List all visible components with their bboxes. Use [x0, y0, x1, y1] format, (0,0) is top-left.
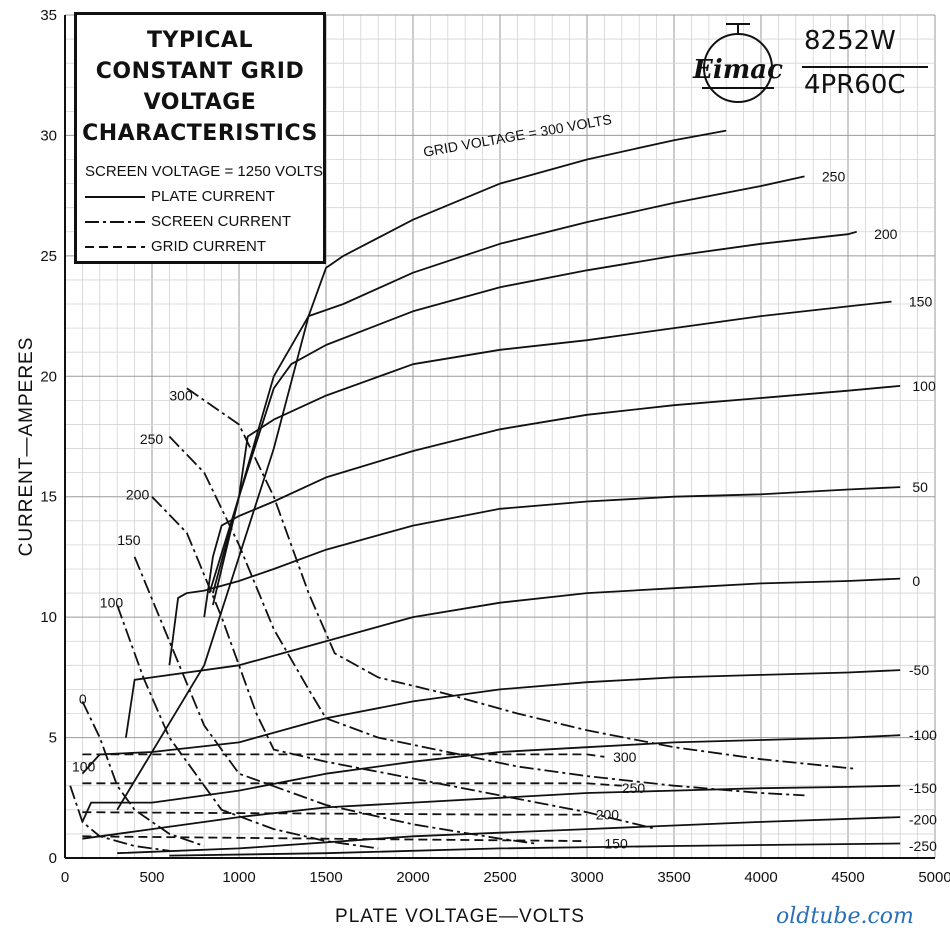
logo-text: Eimac [692, 55, 783, 85]
curve-label: -200 [909, 811, 937, 827]
screen-current-line-250 [168, 435, 805, 797]
curve-label: 200 [874, 226, 898, 242]
curve-label: 250 [140, 431, 164, 447]
curve-label: 150 [117, 532, 141, 548]
dash-dot-line-swatch [85, 220, 145, 223]
plate-current-line-200 [212, 230, 857, 594]
legend-item-plate: PLATE CURRENT [85, 188, 323, 205]
y-tick-label: 35 [40, 7, 57, 24]
x-tick-label: 4500 [831, 869, 864, 886]
dashed-line-swatch [85, 245, 145, 248]
plate-current-line-neg50 [81, 669, 901, 775]
legend-box: TYPICAL CONSTANT GRID VOLTAGE CHARACTERI… [74, 12, 326, 264]
watermark: oldtube.com [776, 904, 914, 929]
grid-current-line-200 [82, 811, 587, 816]
x-tick-label: 2500 [483, 869, 516, 886]
legend-item-grid: GRID CURRENT [85, 238, 323, 255]
curve-label: 150 [604, 836, 628, 852]
tube-type-4pr60c: 4PR60C [804, 70, 906, 100]
x-tick-label: 1000 [222, 869, 255, 886]
x-tick-label: 3500 [657, 869, 690, 886]
y-tick-label: 30 [40, 127, 57, 144]
curve-label: -150 [909, 780, 937, 796]
solid-line-swatch [85, 195, 145, 198]
plate-current-line-300 [116, 129, 727, 811]
plate-current-line-0 [125, 577, 901, 738]
curve-label: 200 [126, 486, 150, 502]
grid-current-line-300 [82, 753, 605, 758]
curve-label: 100 [72, 758, 96, 774]
screen-current-line-300 [186, 387, 857, 770]
x-axis-title: PLATE VOLTAGE—VOLTS [335, 906, 585, 927]
curve-label: 200 [596, 807, 620, 823]
plate-current-line-50 [168, 486, 901, 666]
x-tick-label: 500 [139, 869, 164, 886]
x-tick-label: 1500 [309, 869, 342, 886]
legend-label-screen: SCREEN CURRENT [151, 213, 292, 230]
curve-label: -50 [909, 662, 929, 678]
screen-current-line-100 [116, 604, 379, 850]
curve-label: 150 [909, 294, 933, 310]
x-tick-label: 0 [61, 869, 69, 886]
grid-current-line-250 [82, 782, 622, 787]
curve-label: -250 [909, 838, 937, 854]
y-tick-label: 5 [49, 730, 57, 747]
curve-label: 100 [100, 595, 124, 611]
tube-type-divider [802, 66, 928, 68]
curve-label: 50 [912, 479, 928, 495]
eimac-logo: Eimac [692, 23, 783, 103]
x-tick-label: 2000 [396, 869, 429, 886]
tube-type-8252w: 8252W [804, 26, 896, 56]
legend-item-screen: SCREEN CURRENT [85, 213, 323, 230]
curve-label: 250 [822, 168, 846, 184]
curve-label: 0 [79, 691, 87, 707]
y-tick-label: 15 [40, 489, 57, 506]
y-tick-label: 10 [40, 609, 57, 626]
plate-current-line-100 [203, 385, 901, 618]
y-tick-label: 0 [49, 850, 57, 867]
screen-current-line-neg100 [69, 785, 170, 852]
plate-current-line-neg200 [117, 816, 901, 855]
x-tick-label: 5000 [918, 869, 950, 886]
curve-label: -100 [909, 727, 937, 743]
curve-label: 250 [622, 780, 646, 796]
plate-current-line-250 [212, 175, 805, 606]
plate-current-line-neg150 [82, 784, 901, 840]
plate-current-line-150 [208, 300, 892, 594]
screen-current-line-200 [151, 496, 657, 830]
grid-current-line-150 [82, 835, 588, 842]
curve-label: 300 [169, 388, 193, 404]
x-tick-label: 3000 [570, 869, 603, 886]
curve-label: 0 [912, 573, 920, 589]
plate-current-line-neg100 [81, 734, 901, 823]
legend-label-plate: PLATE CURRENT [151, 188, 275, 205]
y-tick-label: 20 [40, 368, 57, 385]
legend-label-grid: GRID CURRENT [151, 238, 266, 255]
plate-current-line-neg250 [169, 842, 901, 857]
screen-current-line-0 [81, 701, 205, 847]
curve-label: 100 [912, 378, 936, 394]
y-axis-title: CURRENT—AMPERES [16, 337, 37, 557]
curve-label: 300 [613, 749, 637, 765]
chart-title: TYPICAL CONSTANT GRID VOLTAGE CHARACTERI… [82, 28, 318, 146]
y-tick-label: 25 [40, 248, 57, 265]
x-tick-label: 4000 [744, 869, 777, 886]
chart-subtitle: SCREEN VOLTAGE = 1250 VOLTS [85, 163, 324, 180]
screen-current-line-150 [133, 556, 535, 845]
